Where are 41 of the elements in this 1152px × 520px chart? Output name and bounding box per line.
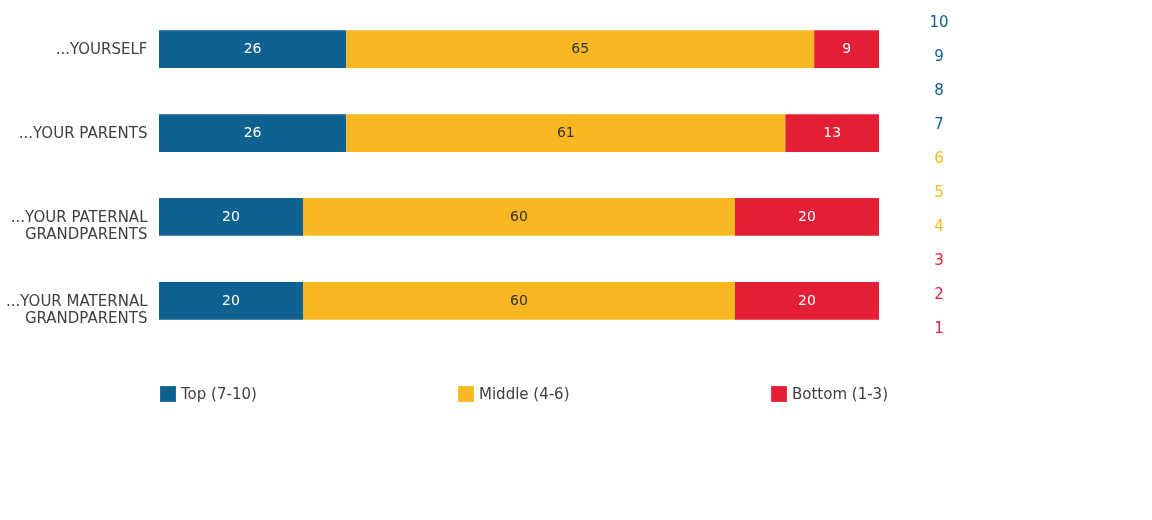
data-label: 20 [222,291,240,308]
data-label: 26 [243,124,262,141]
bar [785,114,879,152]
bar [303,198,735,236]
bar [814,30,879,68]
bar [735,198,879,236]
data-label: 9 [842,40,852,57]
text: 2 [934,285,944,303]
text: 9 [934,47,944,65]
text: 10 [929,13,949,31]
data-label: 20 [222,207,240,224]
data-label: 13 [823,124,842,141]
y-tick-label: ...YOUR PATERNAL GRANDPARENTS [10,207,149,243]
text: 6 [934,149,944,167]
data-label: 65 [571,40,590,57]
data-label: 20 [798,291,816,308]
text: 3 [934,251,944,269]
y-tick-label: ...YOURSELF [55,40,148,59]
text: 7 [934,115,944,133]
bar [159,198,303,236]
y-tick-label: ...YOUR PARENTS [18,124,148,143]
text: 5 [934,183,944,201]
bar [159,30,347,68]
bar [735,282,879,320]
data-label: 26 [243,40,262,57]
text: 1 [934,319,944,337]
data-label: 61 [556,124,575,141]
bar [159,282,303,320]
data-label: 60 [510,207,528,224]
bar [346,114,786,152]
legend-label: Top (7-10) [180,385,257,403]
text: 8 [934,81,944,99]
y-tick-label: ...YOUR MATERNAL GRANDPARENTS [5,291,149,327]
bar [159,114,347,152]
text: 4 [934,217,944,235]
bar [303,282,735,320]
data-label: 60 [510,291,528,308]
legend-label: Middle (4-6) [479,385,570,403]
data-label: 20 [798,207,816,224]
legend-label: Bottom (1-3) [792,385,888,403]
bar [346,30,815,68]
